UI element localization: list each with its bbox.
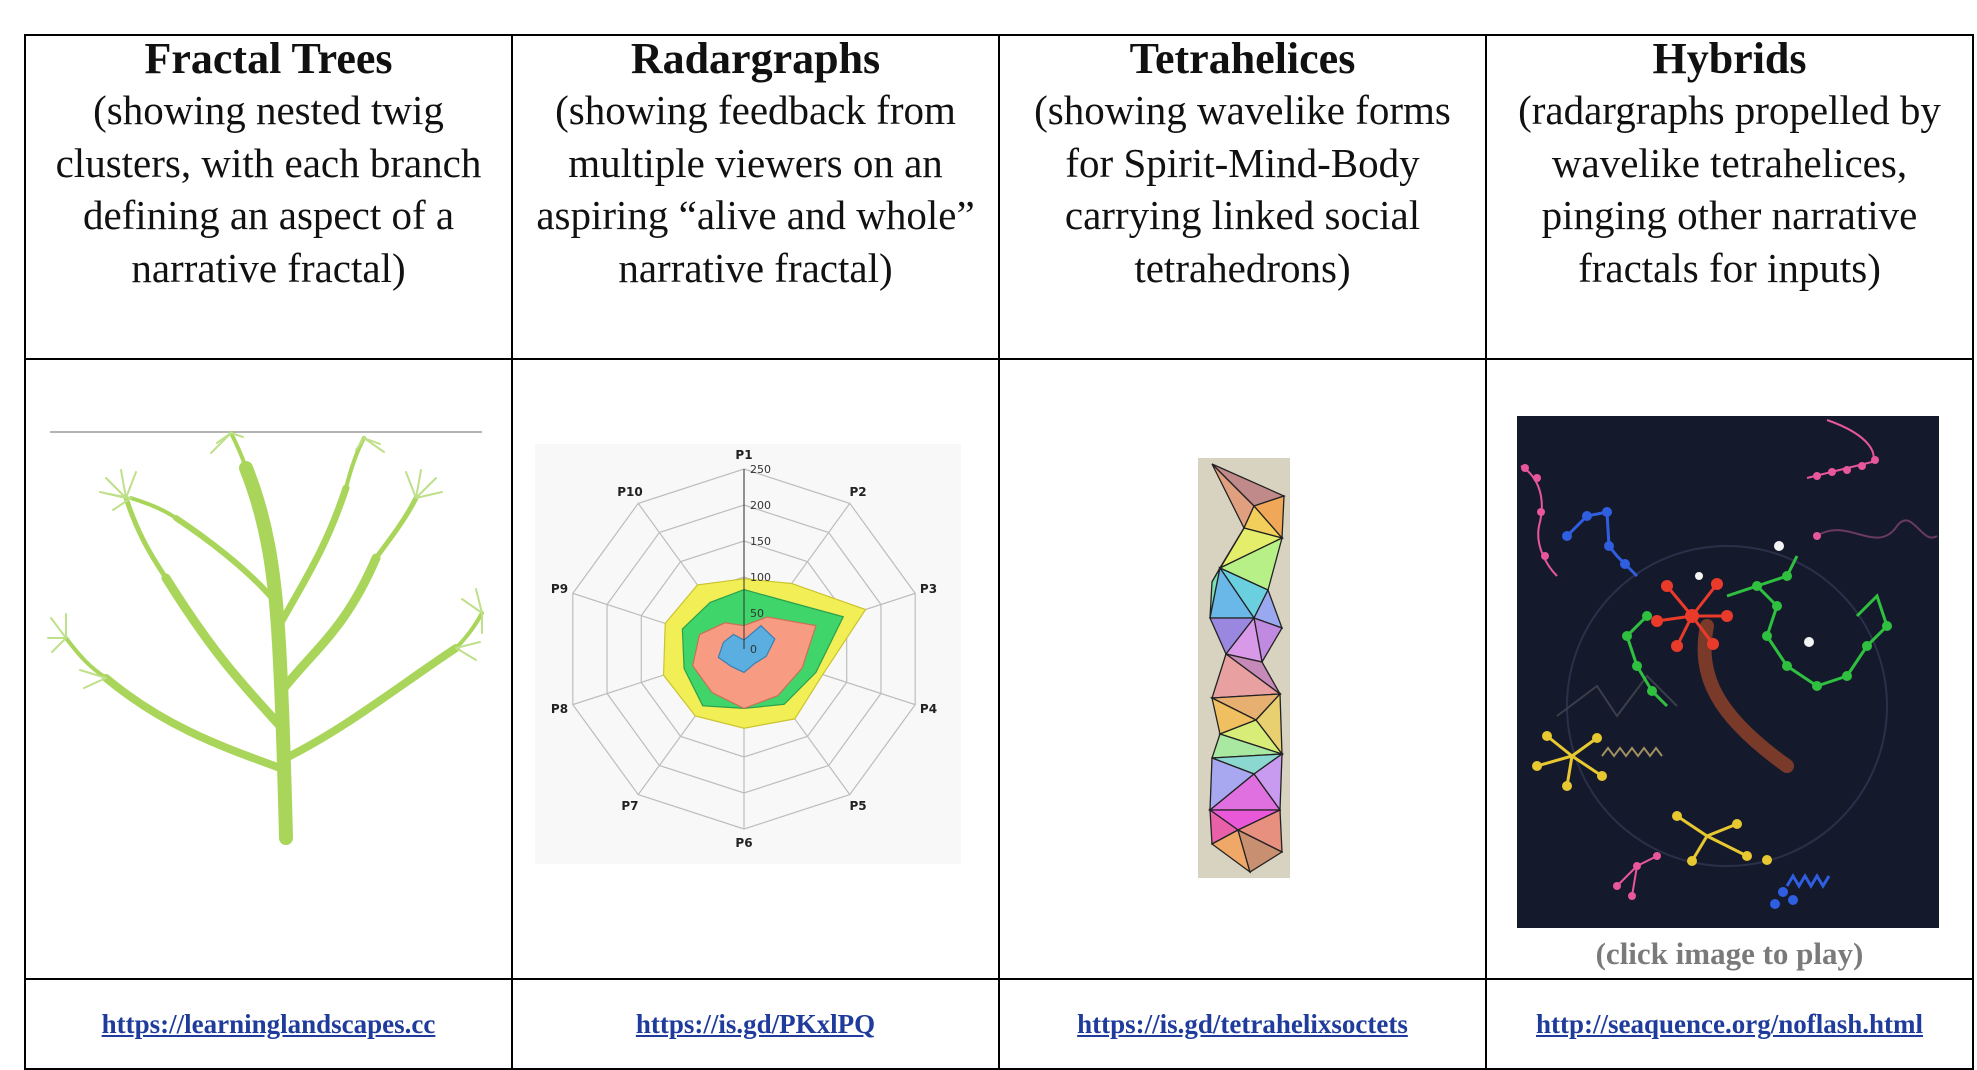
header-row: Fractal Trees (showing nested twig clust… (24, 34, 1974, 360)
radar-tick-label: 100 (750, 571, 771, 584)
radar-tick-label: 0 (750, 643, 757, 656)
link-cell-radargraphs: https://is.gd/PKxlPQ (511, 978, 1000, 1070)
radar-axis-label: P1 (735, 448, 752, 462)
link-cell-tetrahelices: https://is.gd/tetrahelixsoctets (998, 978, 1487, 1070)
radar-axis-label: P2 (849, 485, 866, 499)
header-cell-hybrids: Hybrids (radargraphs propelled by waveli… (1485, 34, 1974, 360)
link-cell-fractal-trees: https://learninglandscapes.cc (24, 978, 513, 1070)
tetrahelix-icon (1198, 458, 1290, 878)
image-cell-radar-graph: 250 200 150 100 50 0 P1 P2 P3 P4 P5 P6 P7 P8 P9 P10 (511, 358, 1000, 980)
radar-tick-label: 200 (750, 499, 771, 512)
link-hybrids[interactable]: http://seaquence.org/noflash.html (1535, 1009, 1924, 1039)
link-cell-hybrids: http://seaquence.org/noflash.html (1485, 978, 1974, 1070)
hybrid-animation-icon[interactable] (1517, 416, 1939, 928)
radar-axis-label: P5 (849, 799, 866, 813)
comparison-table: Fractal Trees (showing nested twig clust… (24, 34, 1974, 1070)
image-cell-tetrahelix (998, 358, 1487, 980)
radar-tick-label: 50 (750, 607, 764, 620)
radar-axis-label: P4 (920, 702, 937, 716)
link-row: https://learninglandscapes.cc https://is… (24, 978, 1974, 1070)
column-title: Radargraphs (630, 34, 881, 83)
column-description: (radargraphs propelled by wavelike tetra… (1518, 87, 1941, 291)
column-title: Tetrahelices (1129, 34, 1356, 83)
column-description: (showing nested twig clusters, with each… (55, 87, 482, 291)
radar-axis-label: P6 (735, 836, 752, 850)
header-cell-tetrahelices: Tetrahelices (showing wavelike forms for… (998, 34, 1487, 360)
radar-tick-label: 150 (750, 535, 771, 548)
radar-axis-label: P8 (551, 702, 568, 716)
header-cell-fractal-trees: Fractal Trees (showing nested twig clust… (24, 34, 513, 360)
column-title: Hybrids (1652, 34, 1807, 83)
radar-axis-label: P7 (621, 799, 638, 813)
column-title: Fractal Trees (144, 34, 393, 83)
link-fractal-trees[interactable]: https://learninglandscapes.cc (101, 1009, 436, 1039)
radar-axis-label: P3 (920, 582, 937, 596)
radar-axis-label: P10 (617, 485, 643, 499)
fractal-tree-icon (47, 431, 484, 845)
link-tetrahelices[interactable]: https://is.gd/tetrahelixsoctets (1077, 1009, 1408, 1039)
image-cell-hybrid[interactable]: (click image to play) (1485, 358, 1974, 980)
radar-graph-icon: 250 200 150 100 50 0 P1 P2 P3 P4 P5 P6 P7 P8 P9 P10 (535, 444, 961, 864)
play-caption: (click image to play) (1595, 936, 1864, 971)
image-cell-fractal-tree (24, 358, 513, 980)
radar-tick-label: 250 (750, 463, 771, 476)
link-radargraphs[interactable]: https://is.gd/PKxlPQ (635, 1009, 876, 1039)
image-row: 250 200 150 100 50 0 P1 P2 P3 P4 P5 P6 P7 P8 P9 P10 (24, 358, 1974, 980)
column-description: (showing feedback from multiple viewers … (536, 87, 975, 291)
radar-axis-label: P9 (551, 582, 568, 596)
column-description: (showing wavelike forms for Spirit-Mind-… (1034, 87, 1451, 291)
header-cell-radargraphs: Radargraphs (showing feedback from multi… (511, 34, 1000, 360)
